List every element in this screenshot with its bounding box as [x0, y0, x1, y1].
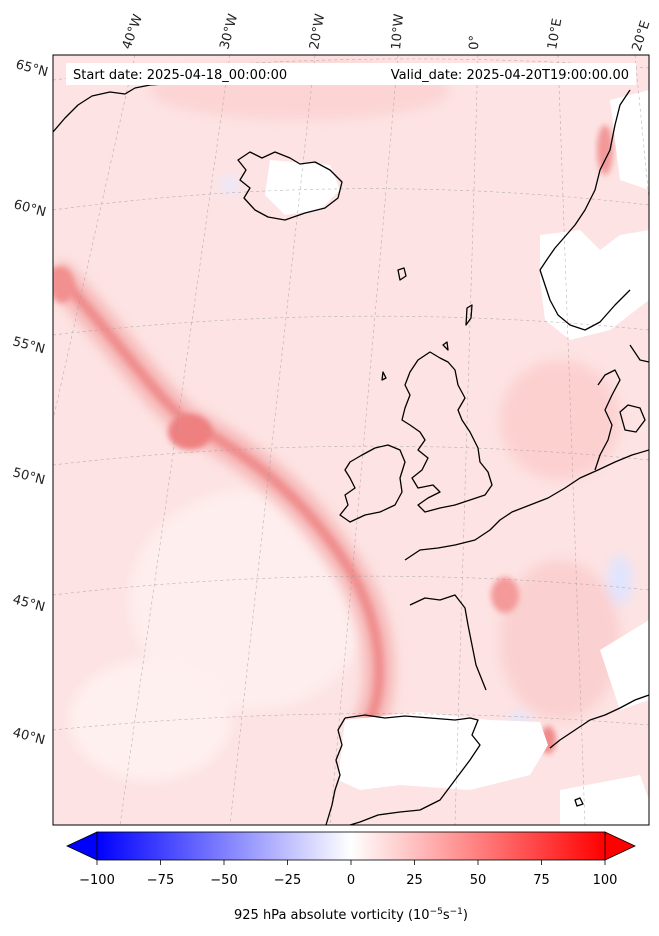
colorbar-gradient	[96, 831, 606, 861]
colorbar-tick-label: 0	[347, 873, 355, 888]
colorbar-max-extend	[604, 831, 636, 861]
lat-label-55n: 55°N	[11, 334, 47, 357]
latitude-labels: 65°N 60°N 55°N 50°N 45°N 40°N	[11, 57, 50, 748]
lon-label-10w: 10°W	[389, 13, 407, 50]
colorbar-tick-label: 50	[470, 873, 487, 888]
lon-label-10e: 10°E	[545, 17, 565, 50]
lon-label-20w: 20°W	[307, 13, 328, 51]
valid-date-label: Valid_date: 2025-04-20T19:00:00.00	[391, 68, 629, 83]
longitude-labels: 40°W 30°W 20°W 10°W 0° 10°E 20°E	[120, 12, 654, 53]
colorbar-tick-label: 75	[533, 873, 550, 888]
near-zero-patches	[265, 90, 649, 825]
start-date-label: Start date: 2025-04-18_00:00:00	[73, 68, 287, 83]
lat-label-40n: 40°N	[11, 725, 47, 748]
header-box	[66, 63, 636, 85]
colorbar-tick-label: −25	[274, 873, 301, 888]
vorticity-anomalies	[70, 60, 632, 780]
colorbar: −100 −75 −50 −25 0 25 50 75 100 925 hPa absolute…	[66, 831, 636, 923]
lat-label-60n: 60°N	[12, 197, 48, 220]
colorbar-tick-label: 25	[406, 873, 423, 888]
map-frame	[52, 54, 650, 826]
map-area	[53, 55, 649, 825]
colorbar-title: 925 hPa absolute vorticity (10−5s−1)	[234, 907, 468, 923]
coastlines	[53, 83, 649, 825]
colorbar-tick-label: 100	[593, 873, 618, 888]
lon-label-40w: 40°W	[120, 12, 146, 51]
lon-label-20e: 20°E	[630, 19, 654, 53]
lat-label-65n: 65°N	[14, 57, 50, 80]
colorbar-tick-label: −75	[147, 873, 174, 888]
lat-label-45n: 45°N	[11, 592, 47, 615]
lon-label-0: 0°	[467, 35, 483, 50]
colorbar-tick-label: −50	[210, 873, 237, 888]
lat-label-50n: 50°N	[11, 465, 47, 488]
colorbar-ticks: −100 −75 −50 −25 0 25 50 75 100	[79, 860, 617, 888]
lon-label-30w: 30°W	[217, 12, 241, 51]
colorbar-tick-label: −100	[79, 873, 115, 888]
graticule	[53, 55, 649, 825]
colorbar-min-extend	[66, 831, 98, 861]
